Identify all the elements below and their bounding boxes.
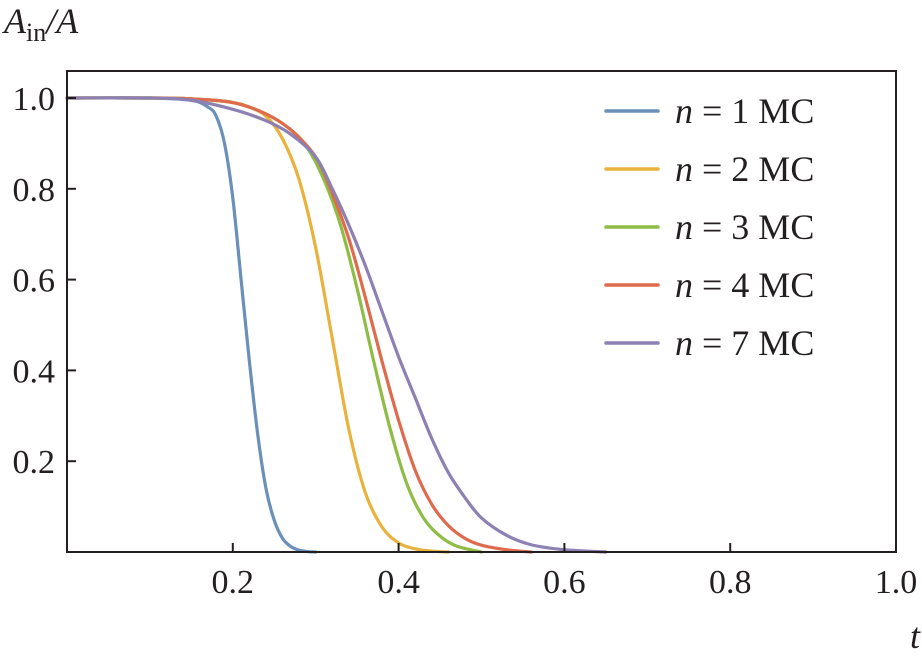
- legend-variable: n: [675, 91, 693, 131]
- x-tick-label: 0.4: [377, 564, 420, 601]
- legend-label-5: n = 7 MC: [675, 323, 814, 363]
- legend-variable: n: [675, 265, 693, 305]
- y-tick-label: 0.6: [13, 263, 56, 300]
- x-tick-label: 0.2: [212, 564, 255, 601]
- ticks-group: 0.2 0.4 0.6 0.8 1.0 0.2 0.4 0.6 0.8 1.0: [13, 81, 918, 601]
- legend-value: = 1 MC: [693, 91, 814, 131]
- series-group: [65, 96, 608, 554]
- series-line-5: [65, 96, 608, 554]
- plot-frame: [66, 70, 897, 553]
- legend-variable: n: [675, 207, 693, 247]
- y-tick-label: 1.0: [13, 81, 56, 118]
- y-tick-label: 0.8: [13, 172, 56, 209]
- legend-value: = 3 MC: [693, 207, 814, 247]
- series-line-2: [65, 96, 450, 554]
- series-line-4: [65, 96, 533, 554]
- y-axis-label: Ain/A: [2, 1, 79, 47]
- y-tick-label: 0.2: [13, 444, 56, 481]
- legend-variable: n: [675, 323, 693, 363]
- legend-value: = 7 MC: [693, 323, 814, 363]
- legend-label-4: n = 4 MC: [675, 265, 814, 305]
- x-tick-label: 0.8: [709, 564, 752, 601]
- y-tick-label: 0.4: [13, 353, 56, 390]
- legend-value: = 2 MC: [693, 149, 814, 189]
- legend-variable: n: [675, 149, 693, 189]
- x-tick-label: 0.6: [543, 564, 586, 601]
- series-line-1: [65, 96, 318, 554]
- legend-label-2: n = 2 MC: [675, 149, 814, 189]
- legend-label-1: n = 1 MC: [675, 91, 814, 131]
- x-tick-label: 1.0: [875, 564, 918, 601]
- legend-value: = 4 MC: [693, 265, 814, 305]
- legend: n = 1 MCn = 2 MCn = 3 MCn = 4 MCn = 7 MC: [604, 91, 814, 363]
- legend-label-3: n = 3 MC: [675, 207, 814, 247]
- x-axis-label: t: [910, 616, 921, 656]
